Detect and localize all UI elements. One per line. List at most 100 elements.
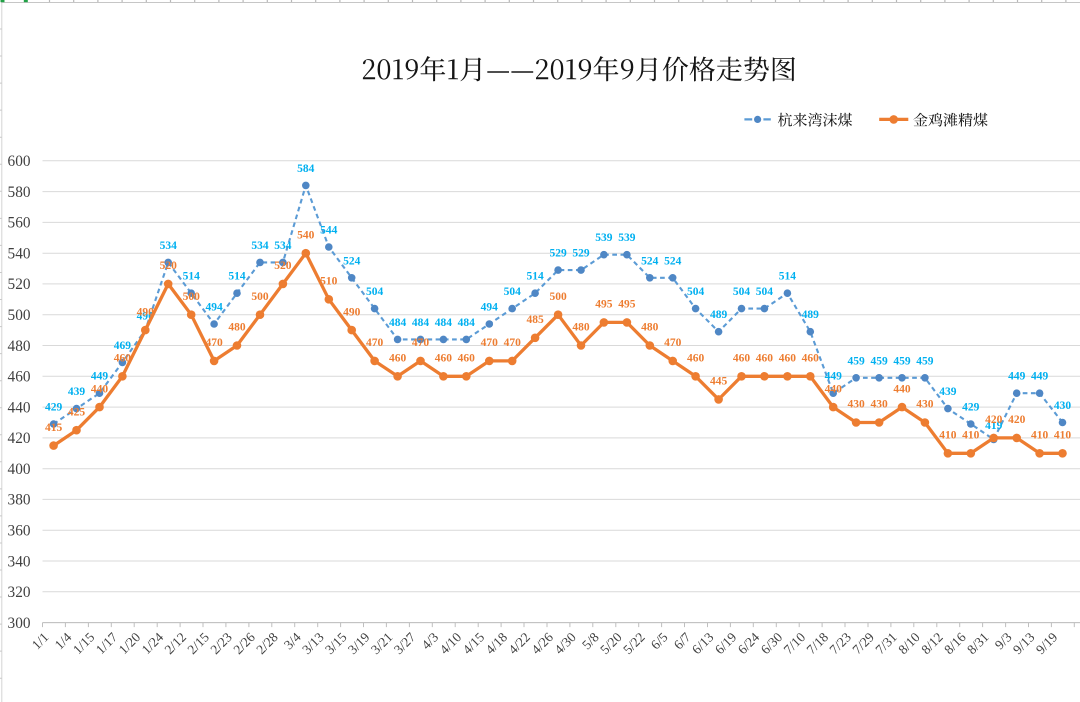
svg-text:514: 514 [526, 271, 544, 283]
svg-text:449: 449 [825, 371, 843, 383]
svg-text:514: 514 [779, 271, 797, 283]
svg-text:400: 400 [8, 461, 31, 478]
svg-text:504: 504 [733, 286, 751, 298]
svg-text:410: 410 [1054, 430, 1072, 442]
svg-text:439: 439 [939, 386, 957, 398]
svg-text:484: 484 [389, 317, 407, 329]
svg-text:410: 410 [1031, 430, 1049, 442]
svg-text:470: 470 [664, 337, 682, 349]
svg-text:490: 490 [137, 306, 155, 318]
svg-text:484: 484 [412, 317, 430, 329]
svg-text:430: 430 [870, 399, 888, 411]
svg-text:529: 529 [549, 248, 567, 260]
svg-text:490: 490 [343, 306, 361, 318]
svg-text:494: 494 [205, 302, 223, 314]
svg-text:600: 600 [8, 153, 31, 170]
svg-text:445: 445 [710, 376, 728, 388]
svg-text:470: 470 [504, 337, 522, 349]
svg-text:514: 514 [228, 271, 246, 283]
svg-text:500: 500 [251, 291, 269, 303]
svg-text:420: 420 [985, 414, 1003, 426]
svg-text:460: 460 [458, 353, 476, 365]
svg-text:484: 484 [458, 317, 476, 329]
svg-text:584: 584 [297, 163, 315, 175]
svg-text:460: 460 [114, 353, 132, 365]
svg-text:449: 449 [91, 371, 109, 383]
svg-text:480: 480 [8, 338, 31, 355]
svg-text:469: 469 [114, 340, 132, 352]
svg-text:430: 430 [847, 399, 865, 411]
svg-text:415: 415 [45, 422, 63, 434]
svg-text:449: 449 [1008, 371, 1026, 383]
svg-text:380: 380 [8, 492, 31, 509]
svg-text:459: 459 [870, 355, 888, 367]
svg-text:485: 485 [526, 314, 544, 326]
svg-text:470: 470 [481, 337, 499, 349]
svg-text:580: 580 [8, 184, 31, 201]
svg-text:430: 430 [916, 399, 934, 411]
svg-text:449: 449 [1031, 371, 1049, 383]
svg-text:430: 430 [1054, 400, 1072, 412]
svg-text:510: 510 [320, 276, 338, 288]
svg-text:439: 439 [68, 386, 86, 398]
svg-text:360: 360 [8, 523, 31, 540]
svg-text:480: 480 [228, 322, 246, 334]
svg-text:560: 560 [8, 215, 31, 232]
svg-text:539: 539 [618, 232, 636, 244]
svg-text:429: 429 [962, 402, 980, 414]
svg-text:500: 500 [183, 291, 201, 303]
svg-text:504: 504 [756, 286, 774, 298]
svg-text:495: 495 [595, 299, 613, 311]
svg-text:504: 504 [504, 286, 522, 298]
svg-text:540: 540 [8, 246, 31, 263]
svg-text:460: 460 [802, 353, 820, 365]
svg-text:500: 500 [549, 291, 567, 303]
svg-text:514: 514 [183, 271, 201, 283]
svg-text:534: 534 [251, 240, 269, 252]
svg-text:534: 534 [274, 240, 292, 252]
svg-text:460: 460 [756, 353, 774, 365]
svg-text:420: 420 [8, 430, 31, 447]
svg-text:500: 500 [8, 307, 31, 324]
svg-text:440: 440 [91, 383, 109, 395]
svg-text:460: 460 [435, 353, 453, 365]
svg-text:340: 340 [8, 553, 31, 570]
svg-text:504: 504 [687, 286, 705, 298]
svg-text:410: 410 [962, 430, 980, 442]
svg-text:425: 425 [68, 406, 86, 418]
svg-text:459: 459 [916, 355, 934, 367]
svg-text:520: 520 [160, 260, 178, 272]
svg-text:489: 489 [710, 309, 728, 321]
svg-text:300: 300 [8, 615, 31, 632]
svg-text:460: 460 [733, 353, 751, 365]
svg-text:529: 529 [572, 248, 590, 260]
svg-text:544: 544 [320, 225, 338, 237]
svg-text:534: 534 [160, 240, 178, 252]
svg-text:524: 524 [641, 255, 659, 267]
svg-text:495: 495 [618, 299, 636, 311]
svg-text:470: 470 [205, 337, 223, 349]
svg-text:429: 429 [45, 402, 63, 414]
svg-text:480: 480 [641, 322, 659, 334]
svg-text:539: 539 [595, 232, 613, 244]
svg-text:420: 420 [1008, 414, 1026, 426]
svg-text:520: 520 [274, 260, 292, 272]
svg-text:504: 504 [366, 286, 384, 298]
svg-text:460: 460 [779, 353, 797, 365]
svg-text:459: 459 [847, 355, 865, 367]
svg-text:484: 484 [435, 317, 453, 329]
svg-text:460: 460 [687, 353, 705, 365]
svg-text:470: 470 [366, 337, 384, 349]
svg-text:440: 440 [893, 383, 911, 395]
svg-text:494: 494 [481, 302, 499, 314]
svg-text:540: 540 [297, 229, 315, 241]
svg-text:520: 520 [8, 276, 31, 293]
svg-text:489: 489 [802, 309, 820, 321]
svg-text:419: 419 [985, 420, 1003, 432]
svg-text:440: 440 [825, 383, 843, 395]
svg-text:440: 440 [8, 399, 31, 416]
svg-text:410: 410 [939, 430, 957, 442]
svg-text:524: 524 [343, 255, 361, 267]
svg-text:480: 480 [572, 322, 590, 334]
svg-text:459: 459 [893, 355, 911, 367]
